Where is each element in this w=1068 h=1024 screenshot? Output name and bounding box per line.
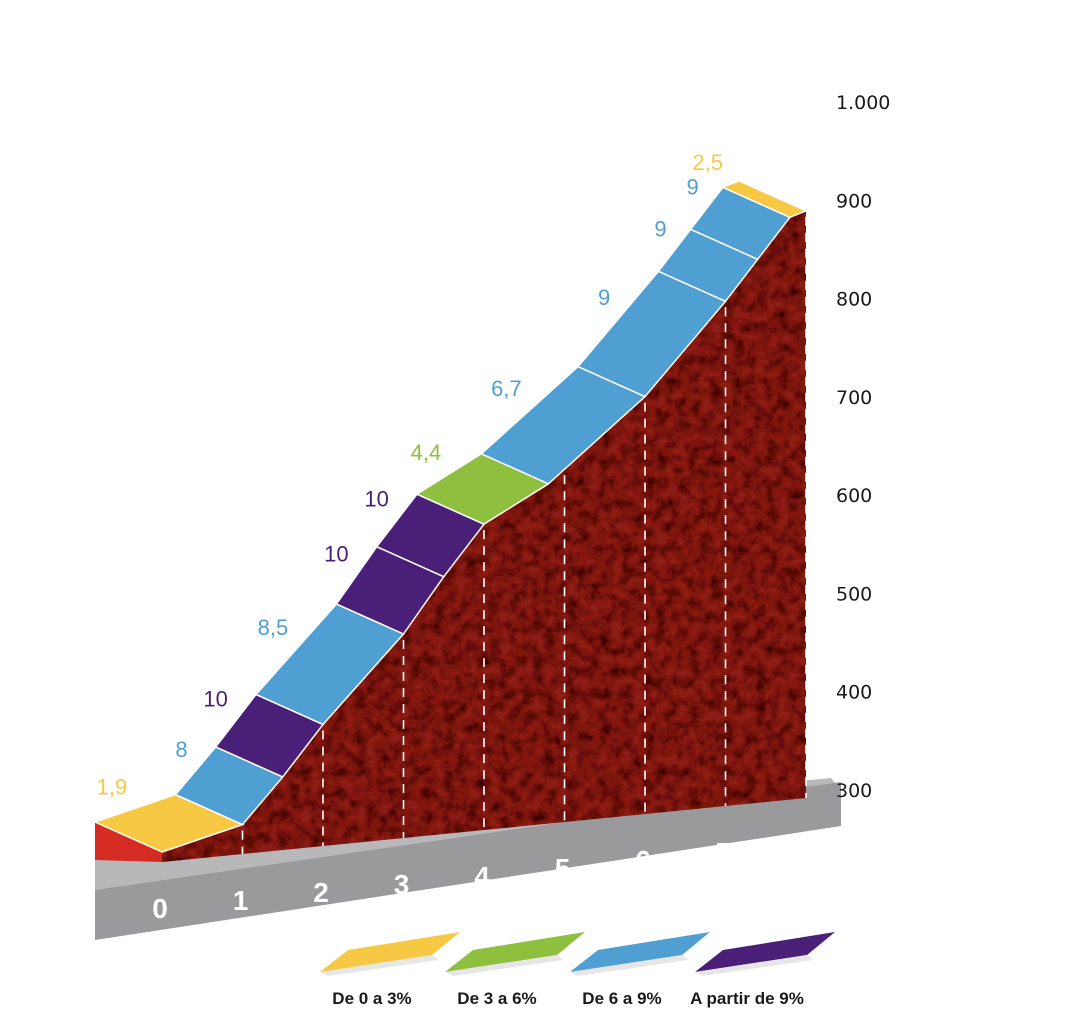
gradient-label: 1,9 xyxy=(97,774,128,799)
legend-label: A partir de 9% xyxy=(690,989,804,1008)
y-axis: 300 400 500 600 700 800 900 1.000 xyxy=(836,92,890,802)
legend-label: De 6 a 9% xyxy=(582,989,661,1008)
legend-swatch-shadow xyxy=(445,955,563,976)
legend-swatch-shadow xyxy=(570,955,688,976)
mountain-layer xyxy=(95,210,807,863)
x-tick-label: 6 xyxy=(635,845,651,876)
legend-swatch-shadow xyxy=(695,955,813,976)
gradient-label: 4,4 xyxy=(411,440,442,465)
gradient-label: 6,7 xyxy=(491,376,522,401)
gradient-label: 10 xyxy=(364,486,388,511)
x-tick-label: 8 xyxy=(796,829,812,860)
segment-layer xyxy=(92,180,808,853)
legend-swatch xyxy=(570,932,710,972)
gradient-label: 8,5 xyxy=(258,615,289,640)
y-tick-label: 800 xyxy=(836,289,872,311)
y-tick-label: 500 xyxy=(836,583,872,605)
x-tick-label: 2 xyxy=(313,877,329,908)
y-tick-label: 1.000 xyxy=(836,92,890,114)
legend-label: De 0 a 3% xyxy=(332,989,411,1008)
x-tick-label: 0 xyxy=(152,893,168,924)
x-axis: 0 1 2 3 4 5 6 7 8 xyxy=(152,829,812,924)
mountain-face xyxy=(95,822,162,862)
base-front xyxy=(95,782,841,940)
legend-swatch xyxy=(445,932,585,972)
y-tick-label: 400 xyxy=(836,682,872,704)
x-tick-label: 3 xyxy=(394,869,410,900)
gradient-label: 10 xyxy=(324,541,348,566)
gradient-label: 10 xyxy=(203,687,227,712)
y-tick-label: 600 xyxy=(836,485,872,507)
gradient-label: 2,5 xyxy=(692,150,723,175)
legend: De 0 a 3% De 3 a 6% De 6 a 9% A partir de 9… xyxy=(320,932,835,1008)
x-tick-label: 4 xyxy=(474,861,490,892)
gradient-label: 9 xyxy=(598,285,610,310)
legend-swatch xyxy=(695,932,835,972)
legend-swatch xyxy=(320,932,460,972)
gradient-segment xyxy=(720,180,808,219)
gradient-label: 9 xyxy=(687,174,699,199)
gradient-label: 9 xyxy=(654,216,666,241)
x-tick-label: 1 xyxy=(233,885,249,916)
x-tick-label: 5 xyxy=(555,853,571,884)
legend-label: De 3 a 6% xyxy=(457,989,536,1008)
y-tick-label: 900 xyxy=(836,190,872,212)
y-tick-label: 300 xyxy=(836,780,872,802)
legend-swatch-shadow xyxy=(320,955,438,976)
gradient-label: 8 xyxy=(175,737,187,762)
y-tick-label: 700 xyxy=(836,387,872,409)
x-tick-label: 7 xyxy=(716,837,732,868)
